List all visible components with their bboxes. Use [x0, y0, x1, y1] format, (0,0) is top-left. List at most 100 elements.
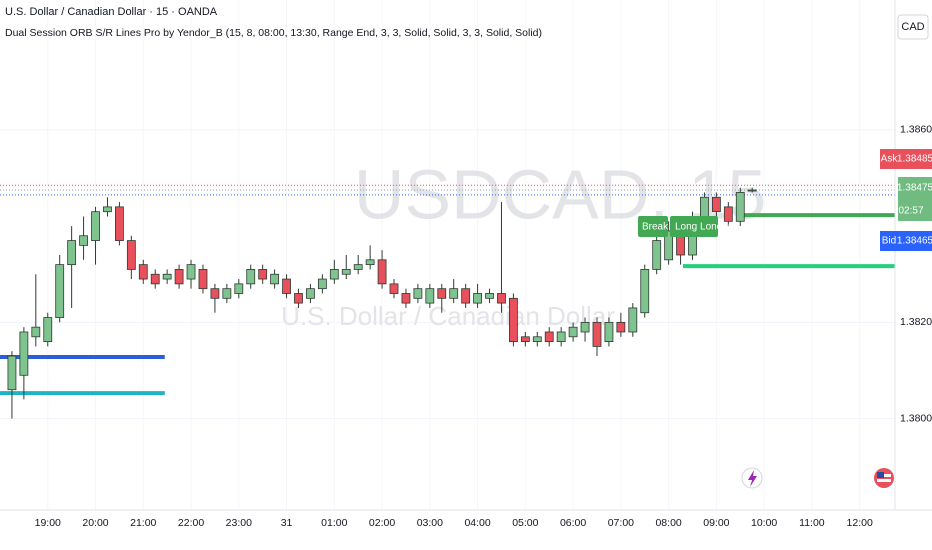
candle-body	[413, 288, 423, 299]
candle-body	[329, 269, 339, 280]
candle-body	[676, 235, 685, 256]
x-tick-label: 12:00	[847, 517, 873, 529]
break-label-box	[638, 216, 668, 237]
candle-body	[317, 278, 327, 290]
candle-body	[294, 293, 303, 304]
candle-body	[711, 196, 721, 213]
candle-body	[306, 288, 315, 299]
bid-label: Bid	[882, 236, 896, 247]
candle-body	[103, 206, 112, 213]
x-tick-label: 20:00	[82, 517, 108, 529]
candle-body	[568, 326, 578, 338]
candle-body	[652, 240, 662, 270]
candle-body	[353, 264, 363, 270]
candle-body	[723, 206, 733, 222]
ask-label: Ask	[881, 154, 899, 165]
y-tick-label: 1.38600	[900, 124, 932, 136]
last-price: 1.38475	[897, 183, 932, 194]
candle-body	[246, 269, 256, 285]
candle-body	[592, 321, 602, 347]
candle-body	[497, 293, 506, 304]
x-tick-label: 22:00	[178, 517, 204, 529]
candle-body	[747, 189, 757, 192]
candle-body	[735, 192, 745, 222]
ask-value: 1.38485	[897, 154, 932, 165]
candle-body	[473, 293, 482, 304]
candle-body	[509, 297, 518, 343]
x-tick-label: 31	[281, 517, 293, 529]
x-tick-label: 19:00	[35, 517, 61, 529]
indicator-legend: Dual Session ORB S/R Lines Pro by Yendor…	[5, 27, 542, 39]
currency-box[interactable]	[897, 14, 929, 40]
candle-body	[270, 273, 280, 285]
candle-body	[222, 288, 232, 299]
x-tick-label: 04:00	[464, 517, 490, 529]
candle-body	[556, 331, 566, 343]
candle-body	[425, 288, 435, 304]
candle-body	[126, 240, 136, 270]
candle-body	[485, 293, 494, 299]
y-tick-label: 1.38200	[900, 316, 932, 328]
x-tick-label: 23:00	[226, 517, 252, 529]
candle-body	[532, 336, 542, 343]
candle-body	[43, 317, 53, 343]
x-tick-label: 07:00	[608, 517, 634, 529]
ask-value-tag	[898, 149, 932, 169]
alert-icon[interactable]	[741, 467, 763, 489]
candle-body	[628, 307, 638, 333]
candle-body	[79, 235, 88, 246]
candle-body	[664, 230, 674, 261]
candle-body	[210, 288, 220, 299]
bid-value-tag	[898, 231, 932, 251]
candle-body	[437, 288, 447, 299]
candle-body	[91, 211, 100, 241]
candle-body	[186, 264, 196, 280]
candle-body	[604, 321, 614, 343]
candles	[7, 187, 757, 419]
x-tick-label: 01:00	[321, 517, 347, 529]
y-tick-label: 1.38000	[900, 412, 932, 424]
candle-body	[449, 288, 459, 299]
candle-body	[282, 278, 291, 294]
candle-body	[461, 288, 471, 304]
x-tick-label: 10:00	[751, 517, 777, 529]
event-flag-icon[interactable]	[874, 468, 894, 488]
currency: CAD	[901, 21, 924, 33]
countdown: 02:57	[898, 206, 923, 217]
candle-body	[341, 269, 351, 275]
candle-body	[150, 273, 160, 285]
break-label: Break	[642, 222, 669, 233]
candle-body	[580, 321, 590, 333]
candle-body	[7, 355, 17, 391]
candle-body	[544, 331, 554, 343]
watermark-name: U.S. Dollar / Canadian Dollar	[281, 301, 615, 331]
candle-body	[138, 264, 148, 280]
x-tick-label: 02:00	[369, 517, 395, 529]
x-tick-label: 03:00	[417, 517, 443, 529]
candle-body	[365, 259, 375, 266]
x-tick-label: 06:00	[560, 517, 586, 529]
candle-body	[19, 331, 29, 376]
long-london-label: Long London	[675, 222, 733, 233]
x-tick-label: 05:00	[512, 517, 538, 529]
long-london-box	[670, 216, 718, 237]
x-tick-label: 11:00	[799, 517, 825, 529]
ask-tag	[880, 149, 898, 169]
bid-tag	[880, 231, 898, 251]
candle-body	[401, 293, 411, 304]
candle-body	[234, 283, 244, 294]
candle-body	[55, 264, 65, 318]
candle-body	[114, 206, 124, 241]
candle-body	[520, 336, 530, 343]
candle-body	[67, 240, 77, 266]
candle-body	[640, 269, 650, 314]
candle-body	[174, 269, 184, 285]
x-tick-label: 21:00	[130, 517, 156, 529]
candle-body	[198, 269, 208, 290]
candle-body	[377, 259, 387, 285]
x-tick-label: 08:00	[655, 517, 681, 529]
candle-body	[162, 273, 172, 280]
axes: 1.38000 1.38200 1.38600 19:00 20:00 21:00 22:0…	[35, 124, 932, 529]
bid-value: 1.38465	[897, 236, 932, 247]
